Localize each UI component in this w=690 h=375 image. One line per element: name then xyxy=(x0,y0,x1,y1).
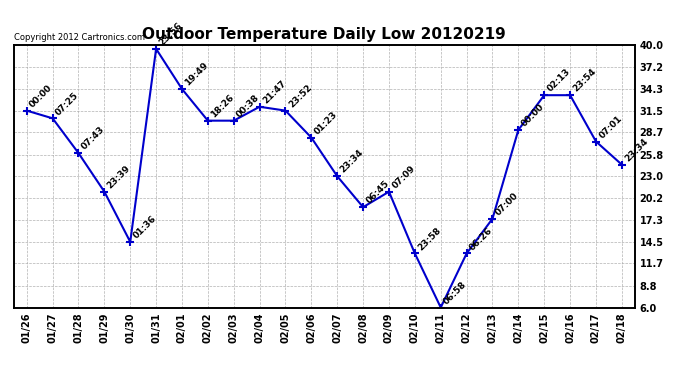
Text: 07:00: 07:00 xyxy=(494,191,520,217)
Text: 18:26: 18:26 xyxy=(209,93,236,119)
Text: 01:23: 01:23 xyxy=(313,110,339,136)
Text: 00:00: 00:00 xyxy=(520,102,546,129)
Text: 19:49: 19:49 xyxy=(184,61,210,88)
Text: 06:58: 06:58 xyxy=(442,280,469,306)
Title: Outdoor Temperature Daily Low 20120219: Outdoor Temperature Daily Low 20120219 xyxy=(142,27,506,42)
Text: 21:47: 21:47 xyxy=(261,79,288,105)
Text: 23:56: 23:56 xyxy=(157,21,184,48)
Text: 23:52: 23:52 xyxy=(287,82,313,109)
Text: 23:34: 23:34 xyxy=(623,136,650,163)
Text: 07:09: 07:09 xyxy=(391,164,417,190)
Text: 00:38: 00:38 xyxy=(235,93,262,119)
Text: 07:43: 07:43 xyxy=(80,125,106,152)
Text: 00:00: 00:00 xyxy=(28,83,55,109)
Text: 07:01: 07:01 xyxy=(598,114,624,140)
Text: 23:54: 23:54 xyxy=(571,67,598,94)
Text: 06:45: 06:45 xyxy=(364,179,391,206)
Text: 23:39: 23:39 xyxy=(106,164,132,190)
Text: 06:26: 06:26 xyxy=(468,225,495,252)
Text: 07:25: 07:25 xyxy=(54,90,81,117)
Text: 23:34: 23:34 xyxy=(339,148,365,175)
Text: 02:13: 02:13 xyxy=(546,67,572,94)
Text: 01:36: 01:36 xyxy=(132,214,158,240)
Text: 23:58: 23:58 xyxy=(416,225,443,252)
Text: Copyright 2012 Cartronics.com: Copyright 2012 Cartronics.com xyxy=(14,33,145,42)
